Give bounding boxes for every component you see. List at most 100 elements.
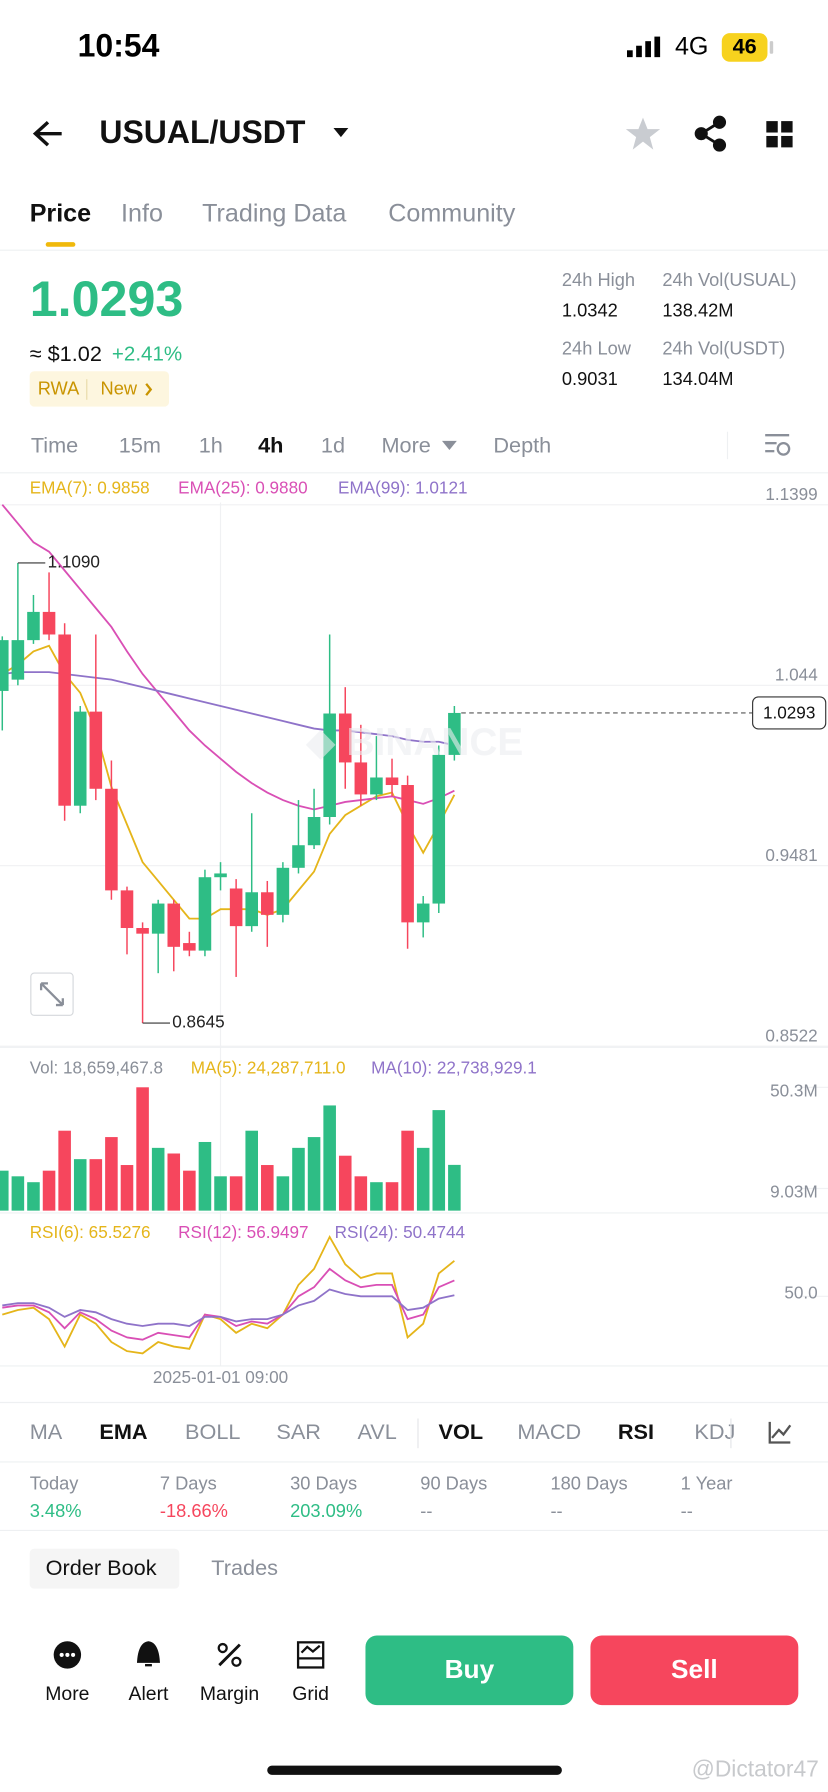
share-button[interactable] bbox=[694, 115, 727, 152]
indicator-tab[interactable]: SAR bbox=[276, 1419, 321, 1444]
active-book-tab bbox=[29, 1548, 180, 1589]
stat-label: 24h High bbox=[562, 269, 635, 290]
ema-line bbox=[1, 504, 455, 811]
candle-body bbox=[307, 817, 321, 846]
volume-legend: Vol: 18,659,467.8 bbox=[30, 1058, 163, 1078]
back-button[interactable] bbox=[32, 120, 62, 147]
perf-value: -- bbox=[420, 1500, 432, 1521]
indicator-tab[interactable]: MA bbox=[30, 1419, 63, 1444]
action-label[interactable]: Grid bbox=[292, 1683, 329, 1705]
volume-bar bbox=[245, 1130, 258, 1211]
action-label[interactable]: Margin bbox=[200, 1683, 259, 1705]
indicator-tab[interactable]: VOL bbox=[439, 1419, 484, 1444]
volume-bar bbox=[58, 1130, 71, 1211]
indicator-tab[interactable]: KDJ bbox=[694, 1419, 735, 1444]
interval[interactable]: Time bbox=[31, 432, 78, 457]
interval[interactable]: 1h bbox=[199, 432, 223, 457]
volume-bar bbox=[338, 1155, 352, 1211]
action-label[interactable]: Alert bbox=[129, 1683, 170, 1705]
volume-bar bbox=[354, 1176, 368, 1211]
expand-button[interactable] bbox=[30, 972, 74, 1016]
candle-body bbox=[276, 867, 290, 915]
perf-label: Today bbox=[30, 1473, 80, 1494]
indicator-tab[interactable]: AVL bbox=[357, 1419, 396, 1444]
action-icon[interactable] bbox=[296, 1641, 325, 1669]
volume-bar bbox=[323, 1105, 336, 1211]
signal-icon bbox=[626, 36, 661, 58]
perf-value: -18.66% bbox=[160, 1500, 228, 1521]
candle-body bbox=[167, 903, 181, 947]
indicator-settings[interactable] bbox=[768, 1421, 792, 1444]
tag[interactable]: RWA bbox=[38, 377, 80, 398]
rsi-legend: RSI(24): 50.4744 bbox=[335, 1222, 466, 1242]
legend-label: EMA(7): 0.9858 bbox=[30, 477, 150, 497]
current-price-box bbox=[752, 696, 827, 730]
buy-label[interactable]: Buy bbox=[445, 1654, 495, 1684]
stat-value: 1.0342 bbox=[562, 300, 618, 321]
volume-tick-label: 9.03M bbox=[770, 1182, 818, 1202]
stat-value: 134.04M bbox=[662, 368, 733, 389]
action-icon[interactable] bbox=[217, 1642, 242, 1667]
action-icon[interactable] bbox=[53, 1641, 82, 1669]
volume-tick-label: 50.3M bbox=[770, 1080, 818, 1100]
indicator-tab[interactable]: MACD bbox=[517, 1419, 581, 1444]
volume-bar bbox=[214, 1176, 227, 1211]
tag[interactable]: New bbox=[101, 377, 138, 398]
home-indicator bbox=[267, 1765, 562, 1775]
tab[interactable]: Trading Data bbox=[202, 199, 346, 227]
candle-body bbox=[292, 845, 305, 868]
rsi-line bbox=[2, 1234, 455, 1355]
stat-value: 138.42M bbox=[662, 300, 733, 321]
rsi-line bbox=[2, 1267, 455, 1341]
stat-label: 24h Vol(USUAL) bbox=[662, 269, 796, 290]
candle-body bbox=[42, 611, 56, 635]
perf-value: -- bbox=[681, 1500, 693, 1521]
candle-body bbox=[354, 762, 368, 795]
battery-cap bbox=[769, 41, 774, 54]
tab[interactable]: Price bbox=[30, 199, 91, 227]
candle-body bbox=[323, 713, 336, 818]
pair-dropdown[interactable] bbox=[333, 127, 349, 138]
buy-button[interactable] bbox=[365, 1635, 574, 1706]
chart-settings[interactable] bbox=[765, 434, 791, 456]
volume-bar bbox=[370, 1182, 383, 1211]
perf-label: 90 Days bbox=[420, 1473, 487, 1494]
candle-body bbox=[27, 611, 40, 641]
candle-body bbox=[261, 892, 274, 915]
y-tick-label: 1.044 bbox=[775, 665, 818, 685]
favorite-button[interactable] bbox=[625, 117, 661, 150]
rsi-tick-label: 50.0 bbox=[784, 1283, 817, 1303]
layout-button[interactable] bbox=[766, 121, 793, 148]
indicator-tab[interactable]: BOLL bbox=[185, 1419, 240, 1444]
interval[interactable]: 4h bbox=[258, 432, 283, 457]
perf-label: 7 Days bbox=[160, 1473, 217, 1494]
action-label[interactable]: More bbox=[45, 1683, 89, 1705]
tag-box bbox=[29, 371, 170, 407]
volume-bar bbox=[42, 1170, 56, 1211]
y-tick-label: 0.9481 bbox=[765, 845, 817, 865]
interval[interactable]: Depth bbox=[493, 432, 551, 457]
indicator-tab[interactable]: RSI bbox=[618, 1419, 654, 1444]
indicator-tab[interactable]: EMA bbox=[99, 1419, 148, 1444]
ema-line bbox=[1, 644, 456, 920]
sell-button[interactable] bbox=[590, 1635, 799, 1706]
perf-label: 180 Days bbox=[550, 1473, 627, 1494]
tab[interactable]: Community bbox=[388, 199, 515, 227]
candle-body bbox=[401, 785, 414, 923]
action-icon[interactable] bbox=[136, 1641, 160, 1667]
interval[interactable]: 1d bbox=[321, 432, 345, 457]
book-tab[interactable]: Order Book bbox=[46, 1555, 157, 1580]
pair-title[interactable]: USUAL/USDT bbox=[99, 114, 305, 150]
interval[interactable]: More bbox=[381, 432, 430, 457]
sell-label[interactable]: Sell bbox=[671, 1654, 718, 1684]
candle-body bbox=[58, 634, 71, 806]
interval[interactable]: 15m bbox=[119, 432, 161, 457]
candle-body bbox=[370, 777, 383, 795]
status-network: 4G bbox=[675, 33, 708, 61]
candle-body bbox=[89, 711, 103, 789]
volume-bar bbox=[105, 1137, 118, 1211]
candle-body bbox=[385, 777, 399, 786]
book-tab[interactable]: Trades bbox=[211, 1555, 278, 1580]
tab[interactable]: Info bbox=[121, 199, 163, 227]
